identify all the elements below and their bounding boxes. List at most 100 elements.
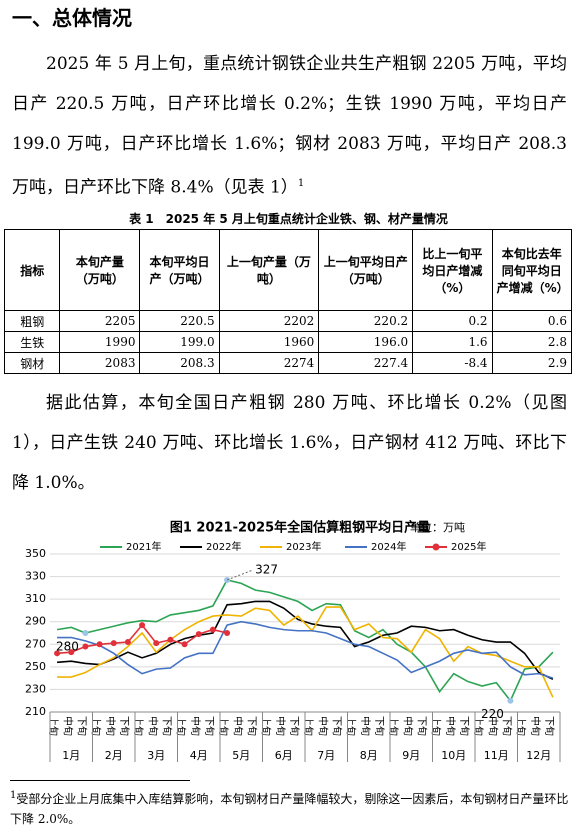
legend-label: 2025年 <box>451 540 486 553</box>
x-tick-label: 下旬 <box>75 716 88 736</box>
x-tick-label: 下旬 <box>118 716 131 736</box>
text: 受部分企业上月底集中入库结算影响，本旬钢材日产量降幅较大，剔除这一因素后，本旬钢… <box>10 792 569 826</box>
header-cell: 本旬比去年同旬平均日产增减（%） <box>491 229 573 311</box>
x-tick-label: 中旬 <box>274 716 287 736</box>
y-tick-label: 230 <box>25 682 46 695</box>
annotation: 220 <box>481 707 504 721</box>
cell: 220.5 <box>139 310 220 332</box>
chart: 图1 2021-2025年全国估算粗钢平均日产量 单位：万吨 210 230 250… <box>25 520 561 762</box>
cell: 1.6 <box>412 331 493 353</box>
month-label: 7月 <box>317 749 335 762</box>
x-tick-label: 下旬 <box>203 716 216 736</box>
x-tick-label: 上旬 <box>345 716 358 736</box>
month-label: 4月 <box>190 749 208 762</box>
header-row: 指标 本旬产量（万吨） 本旬平均日产（万吨） 上一旬产量（万吨） 上一旬平均日产（万吨）… <box>3 229 573 311</box>
series-line <box>57 620 554 679</box>
point <box>209 626 216 633</box>
y-tick-label: 350 <box>25 547 46 560</box>
series-line <box>56 579 554 703</box>
cell: 220.2 <box>318 310 414 332</box>
y-tick-label: 290 <box>25 615 46 628</box>
x-tick-label: 下旬 <box>288 716 301 736</box>
x-tick-label: 下旬 <box>245 716 258 736</box>
x-tick-label: 上旬 <box>217 716 230 736</box>
x-tick-label: 下旬 <box>415 716 428 736</box>
series-line <box>57 606 554 698</box>
annotation: 280 <box>56 640 79 654</box>
row: 粗钢 2205 220.5 2202 220.2 0.2 0.6 <box>3 310 573 332</box>
x-tick-label: 下旬 <box>330 716 343 736</box>
row: 生铁 1990 199.0 1960 196.0 1.6 2.8 <box>3 331 573 353</box>
month-label: 1月 <box>62 749 80 762</box>
month-label: 5月 <box>232 749 250 762</box>
cell: 208.3 <box>139 352 220 374</box>
point <box>96 641 103 648</box>
point <box>153 640 160 647</box>
x-tick-label: 下旬 <box>458 716 471 736</box>
x-tick-label: 中旬 <box>231 716 244 736</box>
unit: 单位：万吨 <box>410 520 465 534</box>
row: 钢材 2083 208.3 2274 227.4 -8.4 2.9 <box>3 352 573 374</box>
footnote: 1受部分企业上月底集中入库结算影响，本旬钢材日产量降幅较大，剔除这一因素后，本旬… <box>10 786 570 829</box>
x-tick-label: 中旬 <box>359 716 372 736</box>
x-tick-label: 上旬 <box>175 716 188 736</box>
x-tick-label: 下旬 <box>160 716 173 736</box>
x-tick-label: 中旬 <box>104 716 117 736</box>
x-tick-label: 中旬 <box>401 716 414 736</box>
x-tick-label: 中旬 <box>316 716 329 736</box>
rule <box>10 780 190 781</box>
header-cell: 本旬平均日产（万吨） <box>139 229 220 311</box>
cell: 2.9 <box>491 352 573 374</box>
series-line <box>57 600 554 680</box>
header-cell: 比上一旬平均日产增减（%） <box>412 229 493 311</box>
heading: 一、总体情况 <box>12 6 132 30</box>
y-tick-label: 270 <box>25 637 46 650</box>
table-caption: 表 1 2025 年 5 月上旬重点统计企业铁、钢、材产量情况 <box>129 212 448 226</box>
paragraph: 据此估算，本旬全国日产粗钢 280 万吨、环比增长 0.2%（见图 1），日产生… <box>12 393 567 493</box>
point <box>181 641 188 648</box>
x-tick-label: 中旬 <box>486 716 499 736</box>
month-label: 2月 <box>105 749 123 762</box>
table: 指标 本旬产量（万吨） 本旬平均日产（万吨） 上一旬产量（万吨） 上一旬平均日产（万吨）… <box>3 229 573 374</box>
x-tick-label: 下旬 <box>543 716 556 736</box>
cell: 2205 <box>59 310 141 332</box>
annotation: 327 <box>255 562 278 576</box>
month-label: 12月 <box>526 749 551 762</box>
header-cell: 上一旬产量（万吨） <box>218 229 320 311</box>
x-tick-label: 中旬 <box>146 716 159 736</box>
x-tick-label: 上旬 <box>47 716 60 736</box>
point <box>68 649 75 656</box>
point <box>167 636 174 643</box>
x-tick-label: 中旬 <box>444 716 457 736</box>
y-tick-label: 310 <box>25 592 46 605</box>
point <box>224 630 231 636</box>
cell: 2274 <box>218 352 320 374</box>
point <box>195 631 202 638</box>
x-tick-label: 中旬 <box>529 716 542 736</box>
cell: 1960 <box>218 331 320 353</box>
note-mark: 1 <box>10 790 17 801</box>
month-label: 9月 <box>402 749 420 762</box>
cell: 0.2 <box>412 310 493 332</box>
y-tick-label: 210 <box>25 705 46 718</box>
cell: 227.4 <box>318 352 414 374</box>
x-tick-label: 上旬 <box>260 716 273 736</box>
cell: 2083 <box>59 352 141 374</box>
header-cell: 上一旬平均日产（万吨） <box>318 229 414 311</box>
cell: 钢材 <box>3 352 61 374</box>
x-tick-label: 上旬 <box>302 716 315 736</box>
x-tick-label: 中旬 <box>61 716 74 736</box>
x-tick-label: 中旬 <box>189 716 202 736</box>
note-ref: 1 <box>297 178 305 189</box>
legend-marker <box>432 543 440 551</box>
month-label: 10月 <box>441 749 466 762</box>
legend-label: 2023年 <box>286 540 321 553</box>
point <box>124 639 131 646</box>
chart-title: 图1 2021-2025年全国估算粗钢平均日产量 <box>170 520 430 536</box>
month-label: 3月 <box>147 749 165 762</box>
month-label: 8月 <box>360 749 378 762</box>
x-tick-label: 上旬 <box>387 716 400 736</box>
highlight-point <box>507 697 514 704</box>
point <box>82 643 89 650</box>
